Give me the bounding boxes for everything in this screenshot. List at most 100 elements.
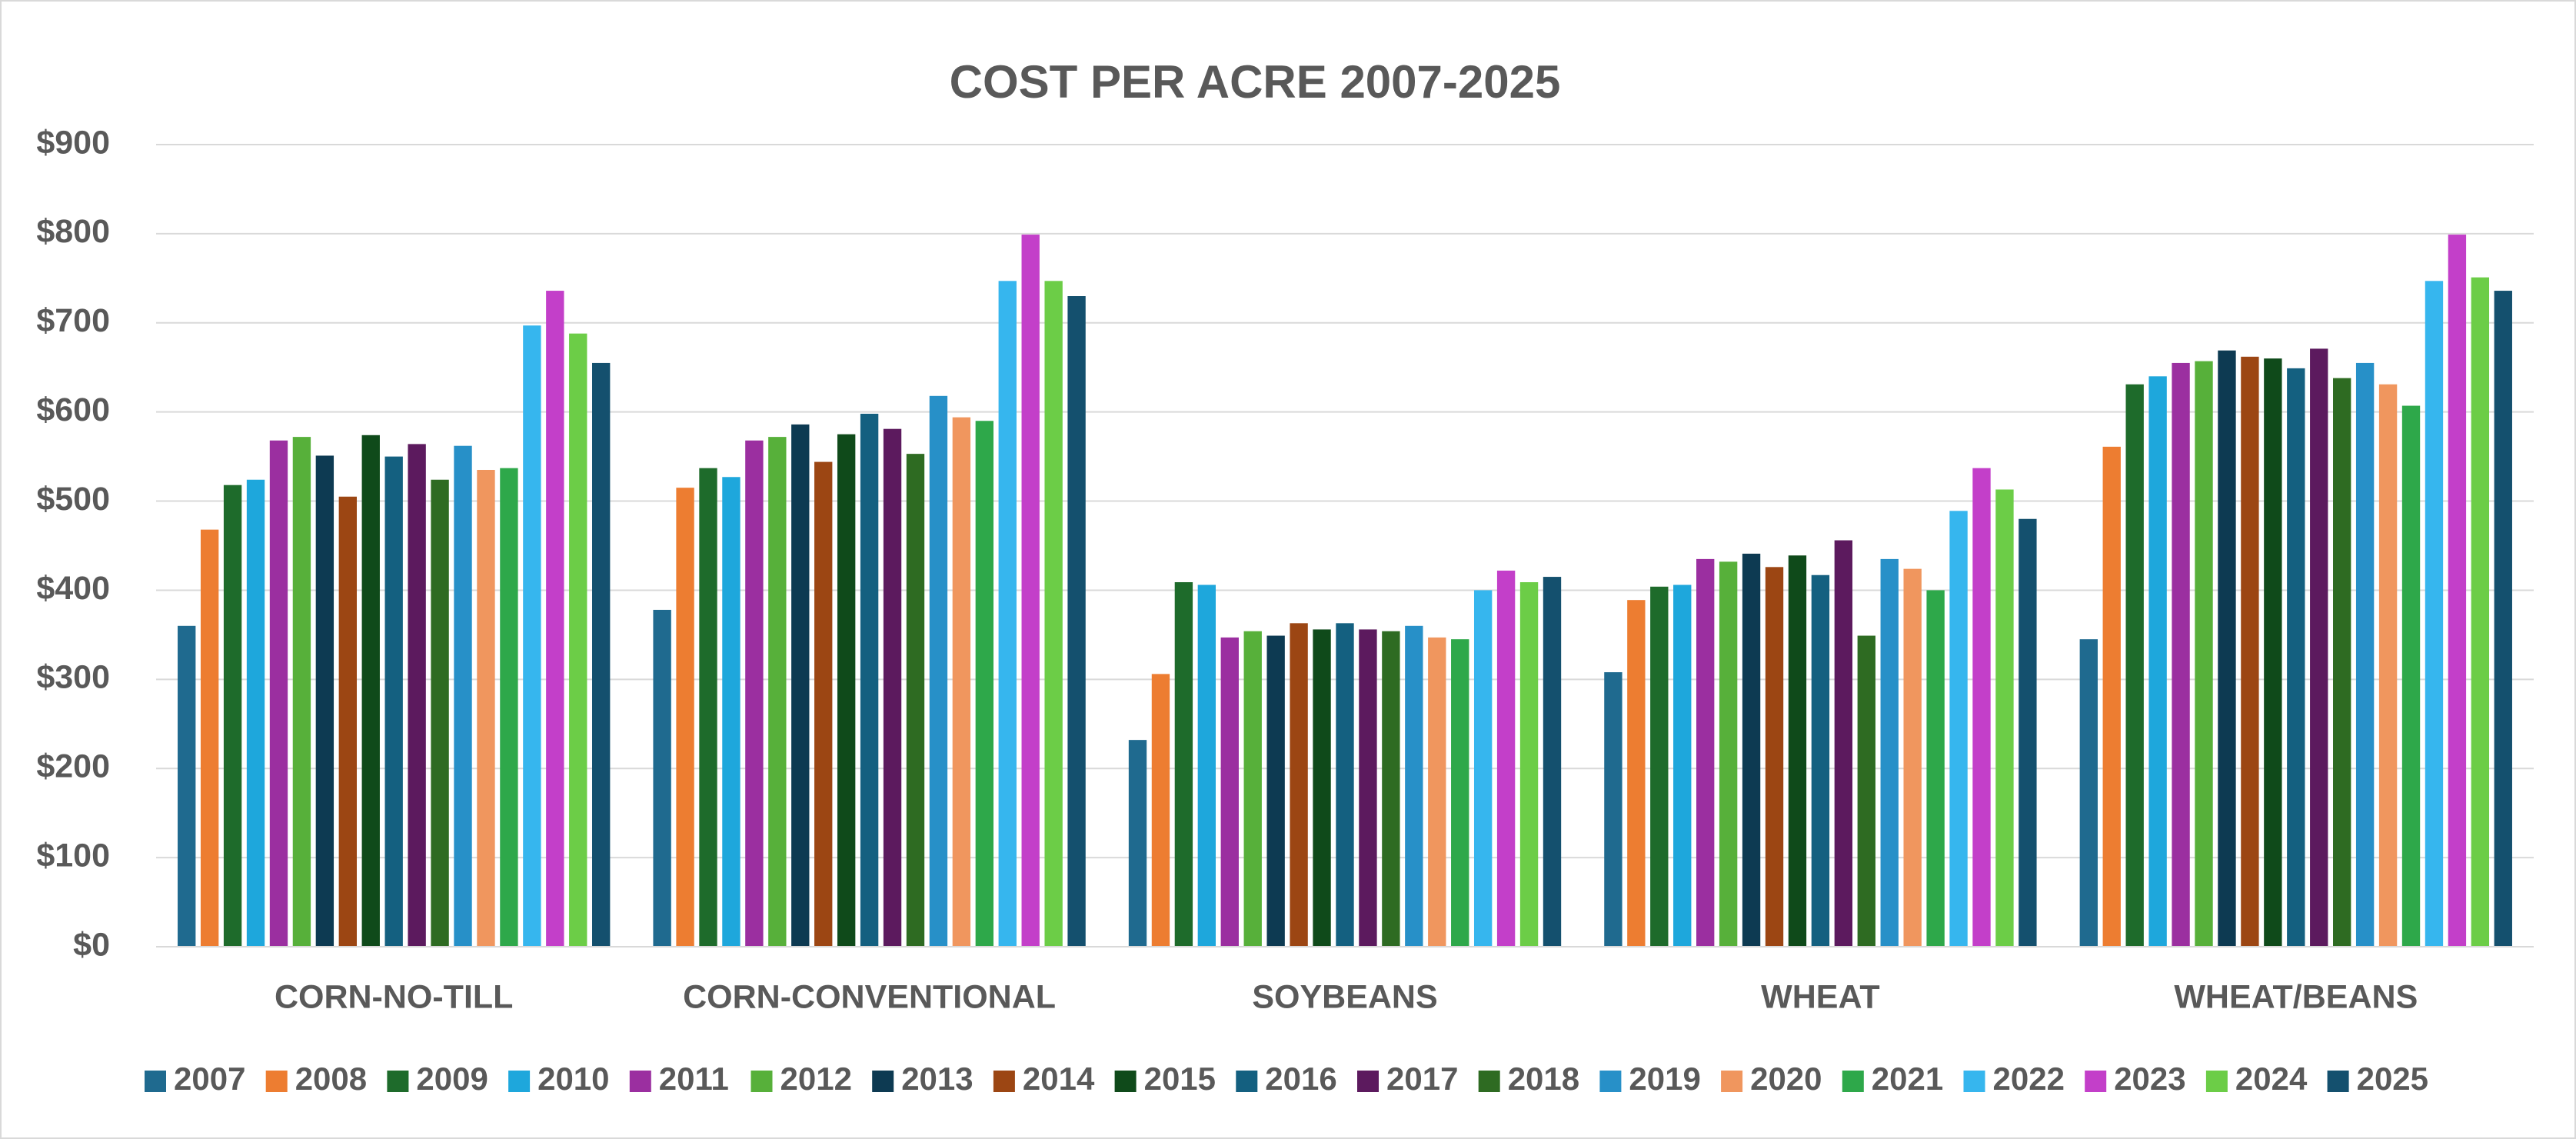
legend-swatch <box>751 1071 773 1092</box>
bar <box>1627 600 1646 947</box>
bar <box>523 325 541 947</box>
bar <box>1336 623 1354 947</box>
legend-label: 2010 <box>537 1061 609 1097</box>
bar <box>1949 511 1968 947</box>
bar <box>2079 639 2098 947</box>
bar <box>2264 358 2282 948</box>
bar <box>223 485 242 947</box>
bar <box>1021 235 1040 947</box>
legend-swatch <box>1114 1071 1137 1092</box>
bar <box>2471 277 2490 947</box>
legend-swatch <box>265 1071 288 1092</box>
legend-swatch <box>1478 1071 1500 1092</box>
bar <box>1765 567 1784 947</box>
bar <box>477 469 495 947</box>
bar <box>1742 553 1761 947</box>
bar <box>408 444 426 947</box>
bar <box>454 445 472 947</box>
bar <box>791 424 810 947</box>
bar <box>178 625 196 947</box>
bar <box>768 437 787 947</box>
legend-label: 2022 <box>1993 1061 2065 1097</box>
bar <box>1811 574 1830 947</box>
bar <box>1496 570 1516 947</box>
bar <box>860 413 879 947</box>
bar <box>883 428 902 947</box>
legend-swatch <box>993 1071 1015 1092</box>
y-tick-label: $100 <box>36 837 110 874</box>
bar <box>1428 637 1446 947</box>
bar <box>1834 540 1853 947</box>
bar <box>1903 568 1922 947</box>
bar <box>2425 281 2444 947</box>
legend-label: 2018 <box>1508 1061 1579 1097</box>
bar <box>1696 558 1715 947</box>
bar <box>2102 446 2121 947</box>
y-tick-label: $200 <box>36 748 110 785</box>
bar <box>500 468 518 947</box>
bar <box>2448 235 2467 947</box>
bar <box>814 461 833 947</box>
legend-label: 2007 <box>174 1061 245 1097</box>
legend-swatch <box>872 1071 894 1092</box>
bar <box>722 477 741 947</box>
bar <box>292 437 311 947</box>
bar <box>338 496 357 947</box>
bar <box>361 435 380 947</box>
bar <box>1719 561 1738 947</box>
bar <box>699 468 717 947</box>
bar <box>1926 590 1945 947</box>
legend-swatch <box>629 1071 651 1092</box>
x-tick-label: SOYBEANS <box>1252 978 1437 1015</box>
bar <box>2401 405 2421 947</box>
x-tick-label: WHEAT/BEANS <box>2174 978 2418 1015</box>
chart-title: COST PER ACRE 2007-2025 <box>950 56 1561 108</box>
y-tick-label: $800 <box>36 213 110 250</box>
bar <box>1197 584 1216 947</box>
bar <box>2195 361 2213 947</box>
bar <box>1543 577 1562 947</box>
bar <box>952 417 971 947</box>
x-tick-label: CORN-CONVENTIONAL <box>683 978 1056 1015</box>
bar <box>1604 672 1622 947</box>
bar <box>998 281 1017 947</box>
bar <box>1266 635 1285 947</box>
legend-swatch <box>1357 1071 1379 1092</box>
x-tick-label: CORN-NO-TILL <box>275 978 514 1015</box>
bar <box>929 395 948 947</box>
y-tick-label: $300 <box>36 659 110 696</box>
bar <box>269 440 288 947</box>
bar <box>837 434 856 947</box>
legend-swatch <box>2085 1071 2107 1092</box>
bar <box>384 456 403 947</box>
bar <box>2287 368 2305 947</box>
legend-label: 2017 <box>1386 1061 1458 1097</box>
legend-label: 2025 <box>2357 1061 2428 1097</box>
legend-swatch <box>508 1071 531 1092</box>
bar <box>975 421 993 947</box>
bar <box>1995 489 2014 947</box>
legend-label: 2016 <box>1265 1061 1336 1097</box>
bar <box>1174 582 1193 947</box>
bar <box>1880 558 1899 947</box>
bar <box>546 291 564 948</box>
legend-swatch <box>1842 1071 1864 1092</box>
legend-swatch <box>1963 1071 1985 1092</box>
bar <box>1673 584 1692 947</box>
bar <box>653 609 671 947</box>
legend-swatch <box>1721 1071 1743 1092</box>
bar <box>745 440 764 947</box>
bar <box>200 529 219 947</box>
bar <box>2172 362 2190 948</box>
bar <box>1519 582 1539 947</box>
legend-swatch <box>2205 1071 2228 1092</box>
bar <box>1857 635 1875 947</box>
y-tick-label: $600 <box>36 391 110 428</box>
bar <box>1243 631 1262 947</box>
bar <box>2355 362 2375 948</box>
bar <box>1044 281 1063 947</box>
legend-label: 2024 <box>2235 1061 2308 1097</box>
bar <box>1788 555 1807 947</box>
bar <box>2218 350 2236 947</box>
bar <box>2019 518 2037 947</box>
